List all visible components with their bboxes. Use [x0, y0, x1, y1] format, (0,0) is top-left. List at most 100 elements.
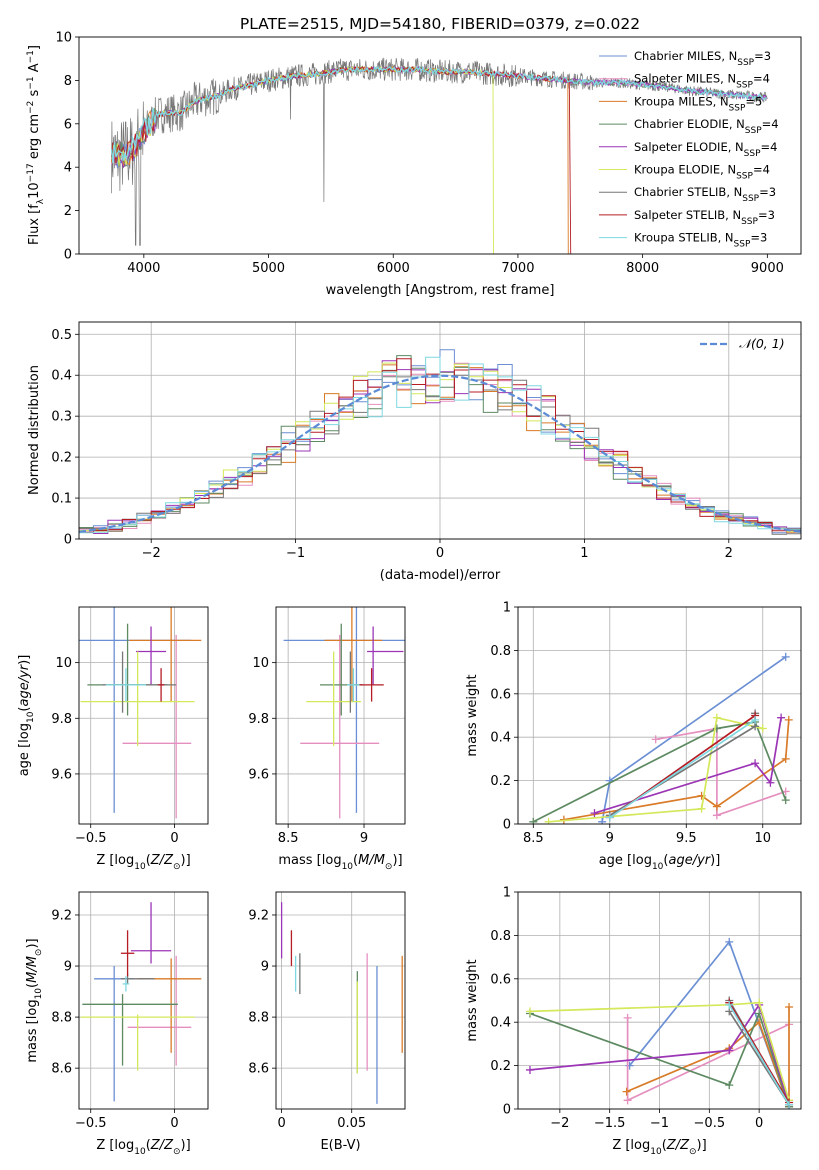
- y-axis-label: age [log10(age/yr)]: [17, 655, 36, 777]
- errorbar-point: [80, 651, 195, 747]
- x-tick-label: 0: [170, 1116, 178, 1131]
- mass-weight-point-marker: [712, 724, 721, 733]
- y-axis-label: mass weight: [465, 674, 480, 756]
- y-tick-label: 8.8: [248, 1011, 269, 1026]
- axes-frame: [78, 891, 209, 1110]
- y-tick-label: 9.8: [248, 712, 269, 727]
- residual-histogram-panel: −2 −1 0 1 2 0 0.1 0.2 0.3 0.4 0.5 (data-model)/erro…: [27, 321, 802, 583]
- x-axis-label: age [log10(age/yr)]: [599, 853, 721, 872]
- errorbar-point: [130, 902, 172, 964]
- x-tick-label: −2: [550, 1116, 569, 1131]
- figure-title: PLATE=2515, MJD=54180, FIBERID=0379, z=0…: [240, 15, 640, 33]
- y-tick-label: 10: [55, 31, 72, 46]
- errorbar-point: [306, 651, 361, 747]
- errorbar-point: [129, 607, 202, 702]
- legend-entry-label: Chabrier ELODIE, NSSP=4: [634, 117, 779, 136]
- plot-area: [280, 902, 403, 1104]
- mass-weight-point-marker: [697, 804, 706, 813]
- legend-entry-label: Kroupa STELIB, NSSP=3: [634, 231, 767, 250]
- errorbar-point: [120, 930, 135, 977]
- axes-frame: [78, 606, 209, 825]
- x-tick-label: 8.5: [523, 831, 544, 846]
- mass-weight-point-marker: [785, 1100, 794, 1109]
- mass-weight-point-marker: [785, 1003, 794, 1012]
- y-tick-label: 1: [503, 886, 511, 901]
- x-tick-label: 4000: [127, 261, 160, 276]
- x-tick-label: −1: [286, 546, 305, 561]
- y-tick-label: 0.8: [490, 929, 511, 944]
- legend-entry-label: Salpeter MILES, NSSP=4: [634, 72, 770, 91]
- legend-entry-label: Kroupa ELODIE, NSSP=4: [634, 163, 770, 182]
- mass-weight-point-marker: [623, 1013, 632, 1022]
- y-tick-label: 0.4: [51, 369, 72, 384]
- mass-weight-series-line: [529, 1011, 790, 1108]
- mass-weight-point-marker: [598, 817, 607, 824]
- y-tick-label: 0.2: [51, 451, 72, 466]
- x-tick-label: −0.5: [694, 1116, 726, 1131]
- spectrum-panel: 4000 5000 6000 7000 8000 9000 0 2 4 6 8 10 wavelengt…: [26, 31, 802, 298]
- mass-weight-point-marker: [781, 754, 790, 763]
- mass-weight-point-marker: [529, 817, 538, 824]
- y-axis-label: mass [log10(M/M⊙)]: [25, 938, 44, 1062]
- mass-weight-vs-age-panel: 8.5 9 9.5 10 0 0.2 0.4 0.6 0.8 1 age [log10(age/yr…: [465, 601, 802, 872]
- mass-weight-series-line: [594, 717, 782, 814]
- mass-weight-point-marker: [758, 724, 767, 733]
- mass-weight-point-marker: [781, 652, 790, 661]
- mass-weight-point-marker: [525, 1007, 534, 1016]
- x-axis-label: Z [log10(Z/Z⊙)]: [96, 1138, 190, 1157]
- axes-frame: [78, 36, 802, 255]
- mass-weight-point-marker: [784, 715, 793, 724]
- x-tick-label: 0: [755, 1116, 763, 1131]
- model-spectrum-line: [110, 65, 768, 163]
- y-tick-label: 4: [64, 161, 72, 176]
- legend-entry-label: 𝒩(0, 1): [739, 336, 785, 351]
- x-tick-label: 8.5: [278, 831, 299, 846]
- mass-weight-point-marker: [623, 1096, 632, 1105]
- x-axis-label: (data-model)/error: [380, 568, 501, 583]
- mass-weight-point-marker: [544, 817, 553, 824]
- mass-weight-series-line: [728, 1002, 790, 1103]
- y-tick-label: 0.5: [51, 328, 72, 343]
- errorbar-point: [300, 634, 380, 819]
- mass-weight-point-marker: [712, 802, 721, 811]
- mass-weight-point-marker: [725, 937, 734, 946]
- x-tick-label: 9: [606, 831, 614, 846]
- mass-weight-series-line: [532, 721, 787, 823]
- y-axis-label: mass weight: [465, 959, 480, 1041]
- x-tick-label: 9: [360, 831, 368, 846]
- mass-vs-metallicity-panel: −0.5 0 8.6 8.8 9 9.2 Z [log10(Z/Z⊙)] mass [log1…: [25, 891, 209, 1157]
- plot-area: [110, 57, 768, 254]
- x-tick-label: 10: [754, 831, 771, 846]
- errorbar-point: [80, 1014, 195, 1071]
- plot-area: [529, 652, 793, 824]
- errorbar-point: [367, 626, 404, 685]
- y-tick-label: 0: [64, 533, 72, 548]
- plot-area: [79, 349, 801, 535]
- mass-weight-point-marker: [751, 759, 760, 768]
- mass-weight-point-marker: [651, 735, 660, 744]
- mass-weight-point-marker: [777, 713, 786, 722]
- mass-weight-vs-metallicity-panel: −2 −1.5 −1 −0.5 0 0 0.2 0.4 0.6 0.8 1 Z [log10(Z/Z⊙…: [465, 886, 802, 1157]
- y-tick-label: 9.6: [248, 767, 269, 782]
- axes-frame: [275, 606, 406, 825]
- mass-weight-series-line: [655, 727, 786, 817]
- y-tick-label: 9.2: [248, 908, 269, 923]
- x-tick-label: −1: [650, 1116, 669, 1131]
- errorbar-point: [122, 634, 192, 819]
- y-tick-label: 8.8: [51, 1011, 72, 1026]
- y-tick-label: 0.8: [490, 644, 511, 659]
- plot-area: [80, 902, 202, 1102]
- y-tick-label: 0.2: [490, 1059, 511, 1074]
- legend-entry-label: Salpeter STELIB, NSSP=3: [634, 208, 775, 227]
- legend-entry-label: Salpeter ELODIE, NSSP=4: [634, 140, 777, 159]
- errorbar-point: [122, 976, 130, 992]
- y-tick-label: 0: [503, 818, 511, 833]
- legend-entry-label: Chabrier STELIB, NSSP=3: [634, 185, 776, 204]
- y-tick-label: 9: [64, 960, 72, 975]
- x-tick-label: 9.5: [676, 831, 697, 846]
- legend-entry-label: Kroupa MILES, NSSP=5: [634, 94, 762, 113]
- y-tick-label: 0.6: [490, 972, 511, 987]
- x-tick-label: 0: [277, 1116, 285, 1131]
- x-tick-label: 5000: [252, 261, 285, 276]
- y-tick-label: 10: [252, 656, 269, 671]
